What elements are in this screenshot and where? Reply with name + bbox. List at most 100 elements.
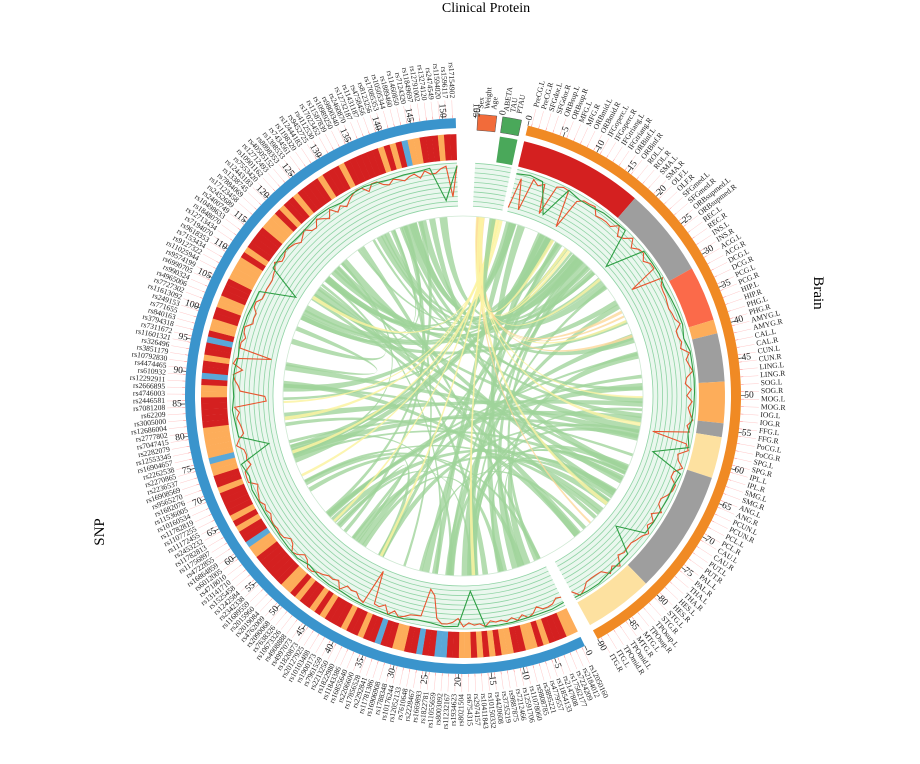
- line-series-green: [231, 165, 564, 628]
- snp-item-label: rs2666895: [133, 381, 166, 391]
- clinical-item-label: PTAU: [515, 93, 528, 114]
- heat-block: [322, 171, 342, 197]
- heat-block: [223, 283, 250, 301]
- snp-tick-label: 0: [583, 649, 594, 658]
- link-ribbon: [290, 283, 386, 361]
- snp-tick-label: 155: [470, 103, 481, 118]
- heat-block: [561, 608, 578, 635]
- heat-block: [210, 318, 238, 332]
- heat-block: [697, 381, 725, 424]
- snp-item-label: rs3005000: [134, 417, 167, 429]
- heat-block: [440, 631, 449, 658]
- heat-block: [340, 604, 358, 631]
- brain-tick-label: 25: [681, 212, 695, 226]
- snp-item-label: rs62209: [141, 410, 166, 421]
- snp-item-label: rs10411843: [479, 693, 490, 729]
- heat-block: [397, 624, 410, 652]
- heat-block: [203, 354, 231, 365]
- heat-block: [222, 488, 249, 505]
- link-ribbon: [308, 454, 541, 560]
- link-ribbon: [324, 237, 554, 330]
- heat-block: [294, 576, 316, 601]
- snp-item-label: rs2777802: [135, 431, 168, 444]
- heat-block: [389, 142, 403, 170]
- link-ribbon: [379, 242, 563, 558]
- link-ribbon: [290, 410, 642, 456]
- clinical-tick-label: 0: [473, 108, 483, 114]
- link-ribbon: [487, 232, 545, 573]
- brain-tick-label: 55: [741, 428, 752, 439]
- brain-tick-label: 5: [561, 125, 572, 133]
- heat-block: [202, 360, 230, 370]
- heat-block: [209, 324, 237, 337]
- heat-block: [692, 333, 725, 383]
- heat-block: [519, 623, 532, 651]
- snp-item-label: rs1934623: [449, 694, 459, 727]
- label-layer: PreCG.LPreCG.RSFGdor.LSFGdor.RORBsup.LOR…: [130, 62, 787, 729]
- brain-item-label: CAL.R: [756, 335, 780, 348]
- heat-block: [268, 553, 292, 576]
- heat-block: [292, 192, 315, 217]
- heat-block: [244, 246, 270, 267]
- snp-tick-label: 30: [386, 667, 398, 679]
- heat-block: [446, 631, 454, 658]
- heat-block: [205, 342, 233, 354]
- snp-tick-label: 50: [268, 604, 282, 618]
- heat-block: [481, 630, 490, 658]
- heat-block: [283, 200, 306, 224]
- heat-block: [486, 630, 496, 657]
- link-ribbon: [475, 216, 555, 313]
- clinical-group-csf: [500, 116, 522, 137]
- heat-block: [535, 618, 550, 646]
- brain-item-label: LING.R: [760, 369, 787, 380]
- heat-block: [264, 549, 288, 572]
- heat-block: [247, 241, 273, 262]
- snp-item-label: rs2974157: [472, 694, 482, 727]
- link-ribbon: [376, 235, 603, 330]
- heat-block: [407, 138, 419, 166]
- heat-block: [366, 150, 382, 177]
- link-ribbon: [497, 257, 580, 570]
- heat-block: [431, 135, 441, 162]
- heat-block: [696, 420, 724, 438]
- heat-block: [237, 256, 263, 276]
- heat-block: [221, 289, 248, 306]
- heat-block: [245, 527, 271, 548]
- heat-block: [332, 165, 351, 192]
- heat-block: [514, 625, 526, 652]
- heat-block: [385, 621, 400, 649]
- heat-block: [508, 626, 520, 654]
- brain-tick-label: 60: [733, 465, 745, 477]
- snp-tick-label: 140: [369, 115, 383, 132]
- snp-item-label: rs2474549: [424, 67, 436, 100]
- snp-tick-label: 90: [173, 365, 184, 376]
- heat-block: [496, 136, 518, 166]
- heat-block: [374, 618, 389, 645]
- clinical-item-label: Sex: [476, 97, 486, 109]
- heat-block: [202, 419, 229, 429]
- heat-block: [409, 627, 421, 654]
- heat-block: [503, 627, 514, 655]
- brain-tick-label: 35: [720, 278, 733, 291]
- heat-block: [669, 268, 714, 328]
- heat-block: [687, 433, 722, 478]
- clinical-item-label: ABETA: [502, 86, 515, 112]
- brain-tick-label: 0: [525, 114, 536, 121]
- snp-item-label: rs1596117: [439, 67, 450, 99]
- brain-tick-label: 30: [702, 243, 715, 257]
- snp-item-label: rs6754315: [465, 694, 475, 726]
- heat-block: [351, 609, 368, 636]
- brain-item-label: MOG.L: [761, 394, 786, 403]
- heat-block: [413, 137, 424, 165]
- heat-block: [280, 565, 304, 589]
- heat-block: [209, 457, 237, 471]
- brain-item-label: PoCG.L: [756, 442, 783, 455]
- snp-tick-label: 80: [175, 432, 186, 443]
- heat-block: [357, 611, 373, 639]
- brain-tick-label: 50: [744, 391, 754, 401]
- heat-block: [530, 620, 544, 648]
- heat-block: [204, 348, 231, 359]
- link-ribbon: [284, 364, 640, 438]
- heat-block: [354, 154, 371, 182]
- heat-block: [200, 390, 228, 398]
